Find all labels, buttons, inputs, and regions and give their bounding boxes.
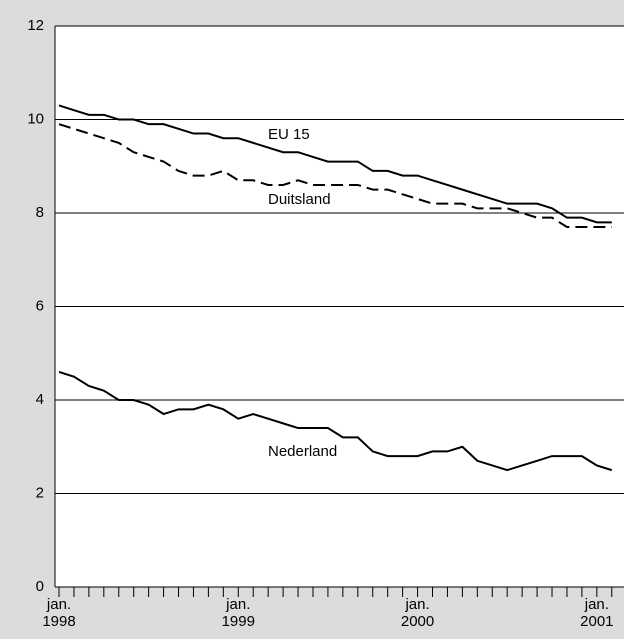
y-tick-label: 2 [36, 484, 44, 501]
y-tick-label: 4 [36, 391, 44, 408]
series-label: Duitsland [268, 191, 331, 208]
series-label: Nederland [268, 443, 337, 460]
y-tick-label: 8 [36, 204, 44, 221]
x-tick-label: jan. 1998 [42, 596, 75, 630]
y-tick-label: 0 [36, 578, 44, 595]
series-label: EU 15 [268, 126, 310, 143]
x-tick-label: jan. 2000 [401, 596, 434, 630]
y-tick-label: 12 [27, 17, 44, 34]
y-tick-label: 10 [27, 110, 44, 127]
series-line [58, 104, 612, 224]
x-tick-label: jan. 2001 [580, 596, 613, 630]
series-line [58, 370, 613, 472]
series-line [58, 123, 612, 229]
x-tick-label: jan. 1999 [222, 596, 255, 630]
y-tick-label: 6 [36, 297, 44, 314]
